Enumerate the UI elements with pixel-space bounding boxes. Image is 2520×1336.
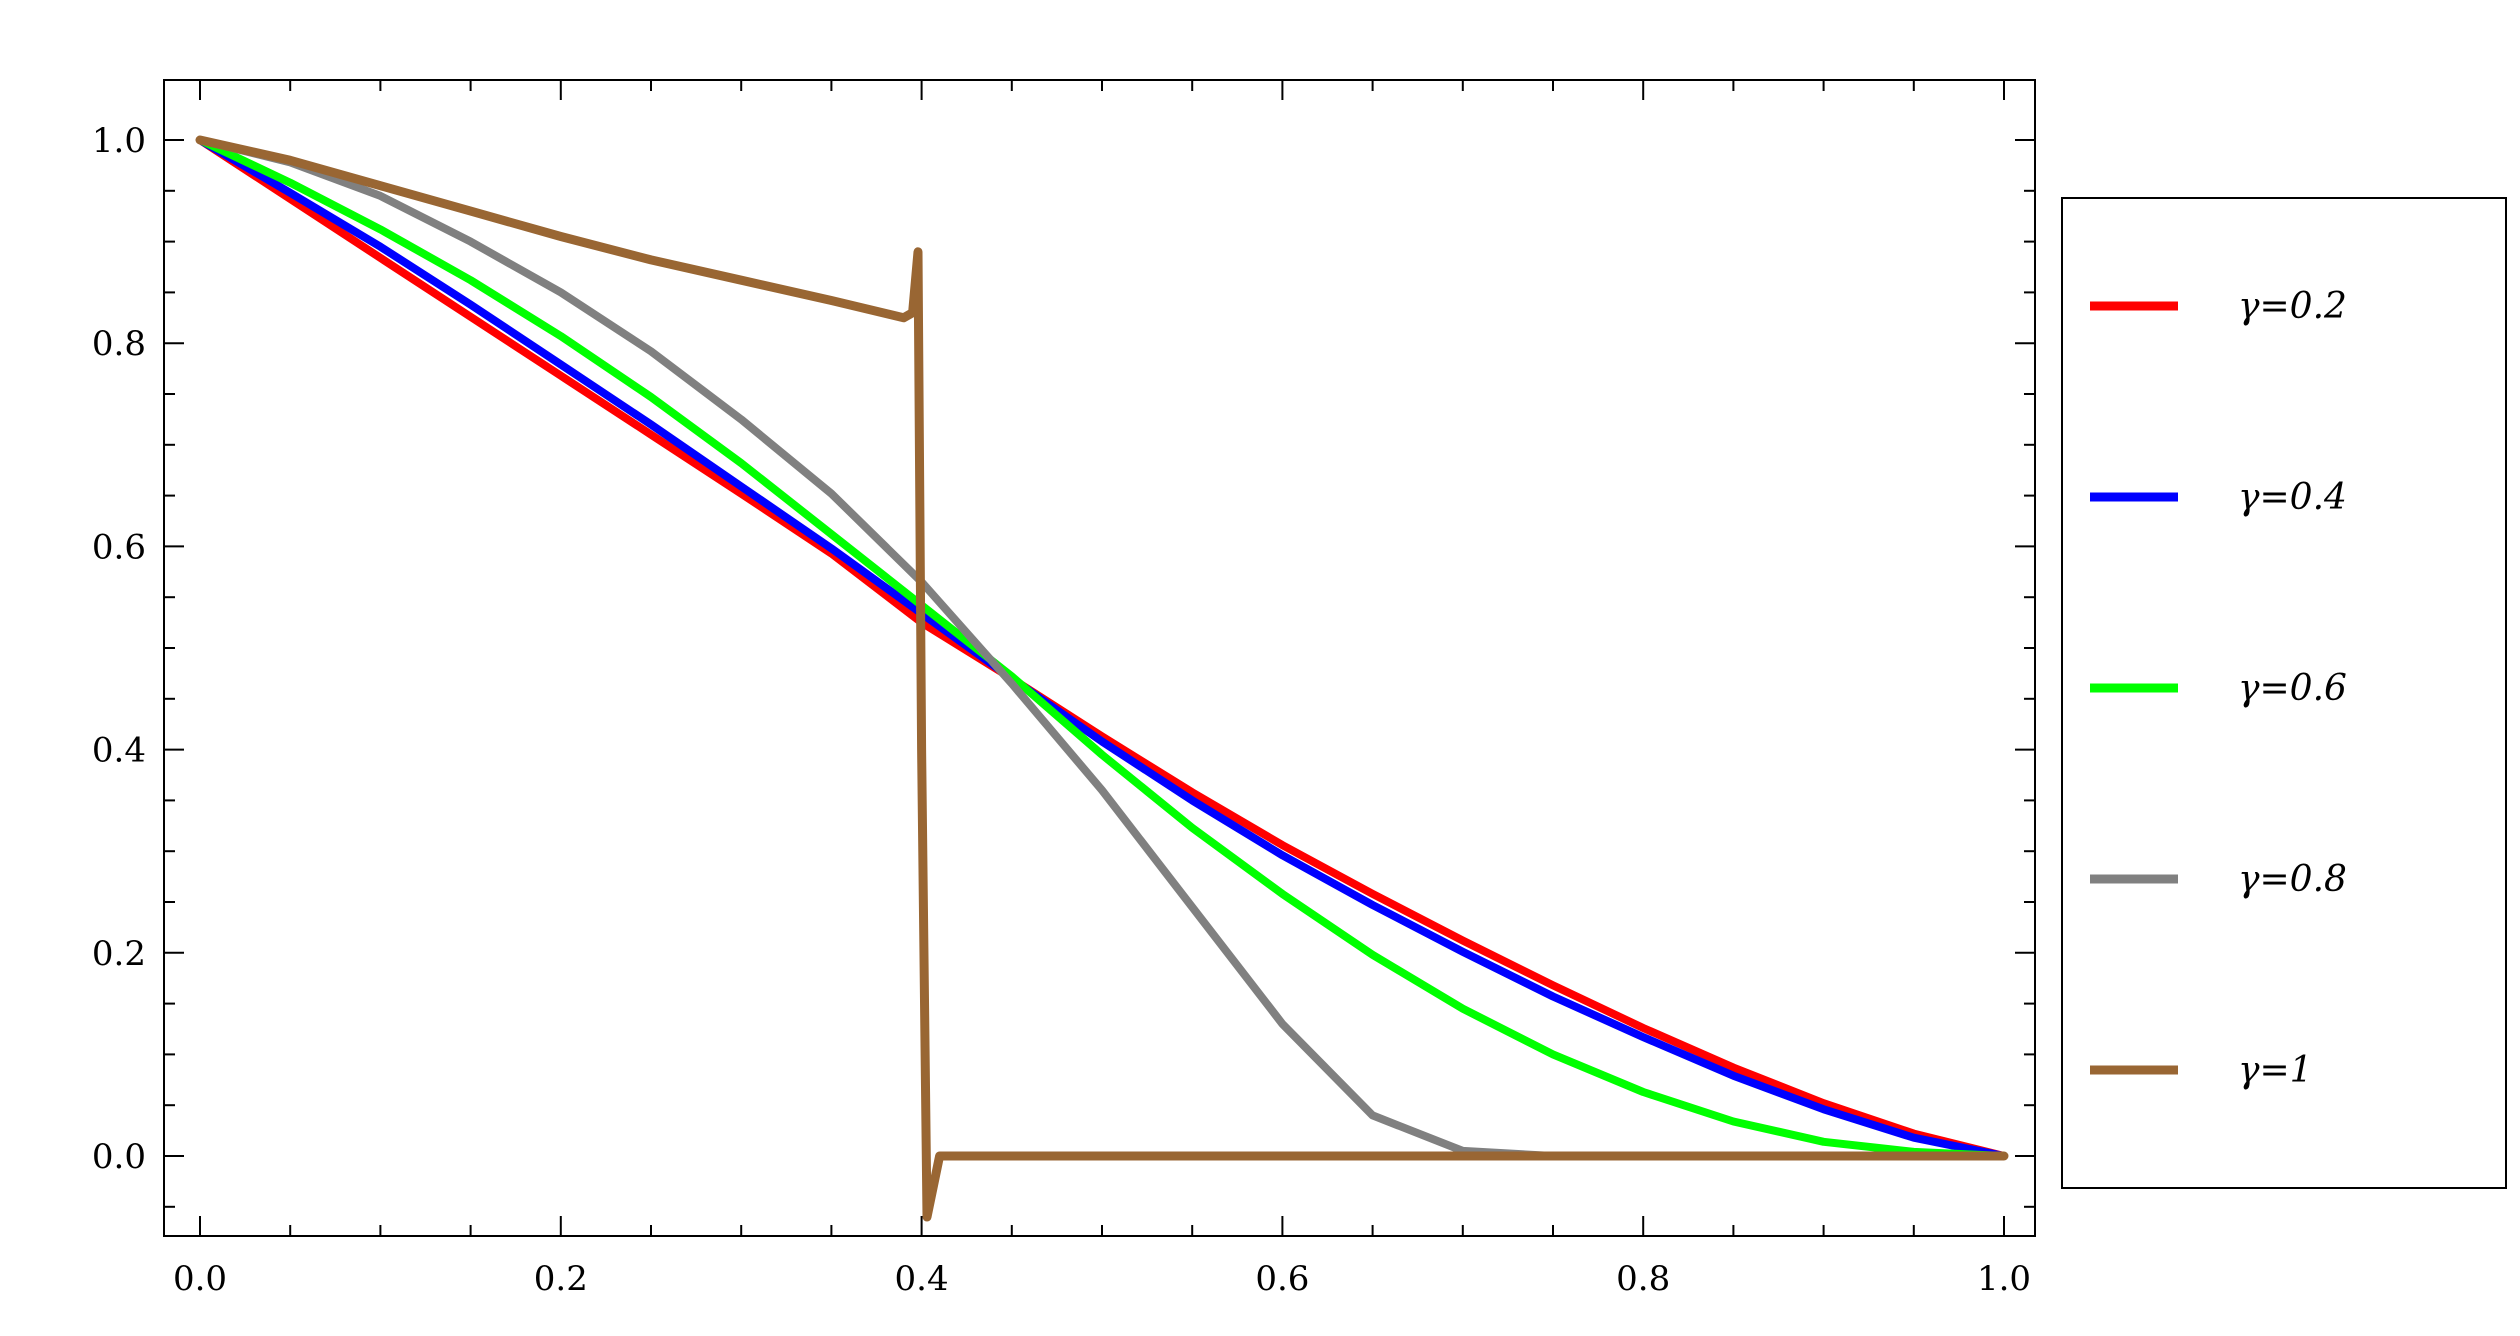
x-tick-label: 0.4	[895, 1259, 949, 1299]
legend-box	[2061, 197, 2507, 1189]
x-tick-label: 0.6	[1255, 1259, 1309, 1299]
plot-frame-border	[163, 79, 2036, 1237]
y-tick-label: 0.8	[92, 324, 146, 364]
plot-frame	[163, 79, 2036, 1237]
series-layer	[195, 135, 2009, 1222]
legend-label-4: γ=0.8	[2238, 859, 2347, 900]
legend-label-1: γ=0.2	[2238, 286, 2347, 327]
y-tick-label: 0.0	[92, 1137, 146, 1177]
series-line-4	[196, 136, 2008, 1160]
axis-ticks	[164, 80, 2035, 1236]
series-line-1	[196, 136, 2008, 1160]
x-tick-label: 0.2	[534, 1259, 588, 1299]
y-tick-label: 0.2	[92, 934, 146, 974]
legend-label-5: γ=1	[2238, 1050, 2313, 1091]
series-line-2	[196, 136, 2008, 1160]
x-tick-label: 1.0	[1977, 1259, 2031, 1299]
legend: γ=0.2 γ=0.4 γ=0.6 γ=0.8 γ=1	[2061, 197, 2507, 1189]
y-tick-label: 0.6	[92, 527, 146, 567]
legend-label-2: γ=0.4	[2238, 477, 2347, 518]
series-line-3	[196, 136, 2008, 1160]
y-tick-label: 1.0	[92, 121, 146, 161]
x-tick-label: 0.0	[173, 1259, 227, 1299]
x-tick-label: 0.8	[1616, 1259, 1670, 1299]
series-line-5	[195, 135, 2009, 1222]
legend-label-3: γ=0.6	[2238, 668, 2347, 709]
axis-tick-labels: 0.0 0.2 0.4 0.6 0.8 1.0 0.0 0.2 0.4 0.6 0.8 1.0	[92, 121, 2031, 1299]
y-tick-label: 0.4	[92, 731, 146, 771]
